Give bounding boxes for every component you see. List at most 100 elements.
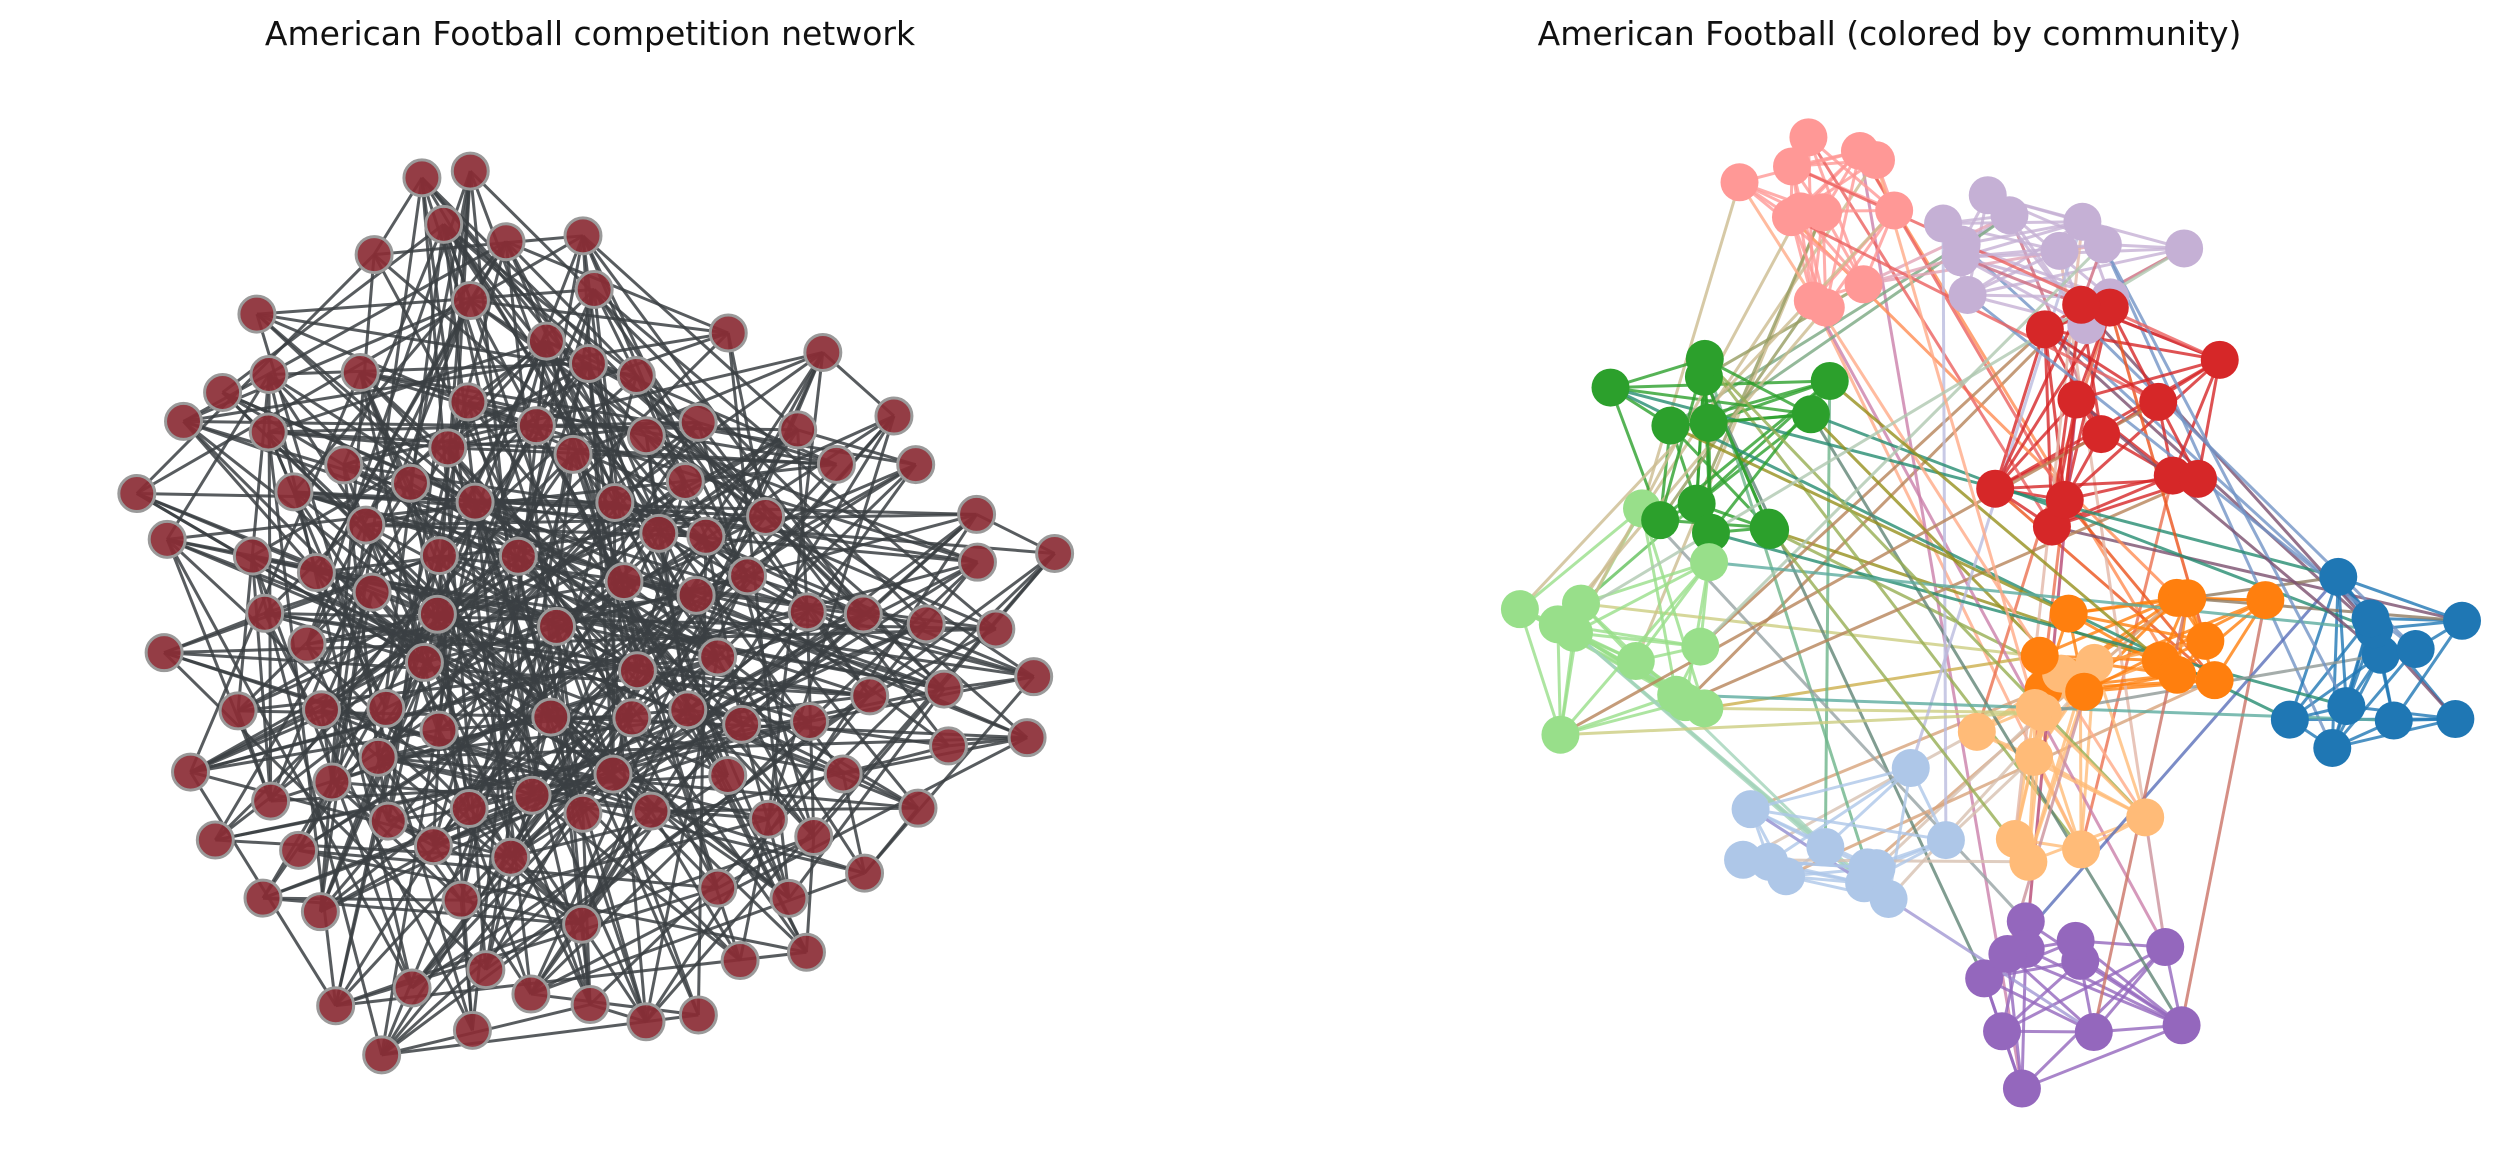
graph-node — [237, 294, 277, 334]
graph-node — [1773, 147, 1812, 186]
graph-node — [2443, 601, 2482, 640]
graph-node — [248, 412, 288, 452]
graph-node — [354, 235, 394, 275]
graph-edge — [189, 708, 323, 774]
graph-edge — [2001, 945, 2166, 1033]
graph-node — [171, 752, 211, 792]
graph-node — [428, 428, 468, 468]
graph-node — [2009, 842, 2048, 881]
graph-node — [928, 726, 968, 766]
graph-node — [617, 651, 657, 691]
graph-node — [1500, 590, 1539, 629]
graph-edge — [1703, 357, 2083, 851]
graph-edge — [1559, 400, 2159, 737]
graph-node — [1677, 484, 1716, 523]
graph-node — [924, 669, 964, 709]
graph-edge — [2196, 359, 2222, 480]
graph-node — [419, 710, 459, 750]
graph-node — [491, 837, 531, 877]
graph-edge — [2051, 474, 2174, 528]
graph-edge — [167, 462, 837, 541]
graph-edge — [2085, 324, 2417, 651]
graph-node — [874, 396, 914, 436]
graph-node — [698, 637, 738, 677]
graph-node — [424, 204, 464, 244]
graph-node — [1681, 627, 1720, 666]
edge-layer — [1518, 136, 2464, 1090]
graph-node — [346, 505, 386, 545]
graph-edge — [268, 430, 448, 450]
graph-node — [2396, 629, 2435, 668]
graph-edge — [214, 707, 387, 842]
graph-node — [245, 593, 285, 633]
graph-node — [1685, 339, 1724, 378]
graph-node — [626, 1002, 666, 1042]
graph-node — [301, 690, 341, 730]
graph-edge — [1703, 357, 2147, 819]
graph-node — [352, 572, 392, 612]
graph-node — [287, 624, 327, 664]
graph-edge — [1695, 211, 1825, 505]
graph-node — [1591, 368, 1630, 407]
graph-node — [604, 562, 644, 602]
graph-edge — [459, 415, 896, 902]
graph-edge — [1610, 386, 1812, 416]
graph-edge — [614, 501, 1035, 679]
graph-edge — [251, 362, 590, 558]
graph-edge — [1750, 766, 1912, 811]
graph-edge — [1960, 243, 2372, 620]
graph-node — [516, 406, 556, 446]
graph-edge — [1874, 159, 2037, 709]
graph-edge — [504, 241, 661, 535]
graph-node — [665, 461, 705, 501]
graph-edge — [1824, 209, 1896, 309]
graph-node — [1641, 501, 1680, 540]
graph-edge — [2021, 1023, 2183, 1090]
graph-node — [312, 762, 352, 802]
graph-node — [1720, 163, 1759, 202]
graph-edge — [2076, 358, 2221, 401]
graph-edge — [1823, 380, 1832, 847]
graph-node — [708, 313, 748, 353]
graph-edge — [1742, 730, 1978, 862]
graph-node — [2065, 672, 2104, 711]
graph-node — [769, 878, 809, 918]
graph-node — [1875, 191, 1914, 230]
graph-node — [358, 737, 398, 777]
graph-edge — [1960, 242, 2104, 259]
graph-node — [803, 332, 843, 372]
graph-node — [1957, 712, 1996, 751]
graph-edge — [1710, 531, 2347, 708]
graph-node — [1976, 469, 2015, 508]
graph-node — [1869, 879, 1908, 918]
graph-edge — [580, 351, 825, 925]
graph-edge — [2143, 817, 2167, 948]
graph-edge — [1684, 477, 2199, 704]
graph-node — [1810, 361, 1849, 400]
graph-edge — [2006, 575, 2340, 955]
graph-node — [2025, 310, 2064, 349]
graph-node — [2062, 830, 2101, 869]
graph-edge — [264, 611, 425, 664]
graph-edge — [469, 299, 767, 518]
graph-node — [448, 382, 488, 422]
graph-node — [203, 372, 243, 412]
graph-edge — [767, 415, 896, 820]
graph-node — [850, 676, 890, 716]
graph-node — [562, 904, 602, 944]
graph-node — [1789, 118, 1828, 157]
graph-edge — [215, 838, 511, 859]
graph-edge — [2006, 952, 2183, 1027]
graph-edge — [264, 611, 870, 698]
graph-node — [678, 995, 718, 1035]
graph-node — [553, 434, 593, 474]
graph-edge — [1658, 299, 1815, 522]
graph-node — [1988, 935, 2027, 974]
graph-node — [498, 536, 538, 576]
graph-node — [720, 941, 760, 981]
graph-edge — [686, 610, 809, 711]
graph-node — [1616, 642, 1655, 681]
graph-node — [413, 826, 453, 866]
graph-node — [1891, 749, 1930, 788]
graph-edge — [1640, 508, 1678, 696]
